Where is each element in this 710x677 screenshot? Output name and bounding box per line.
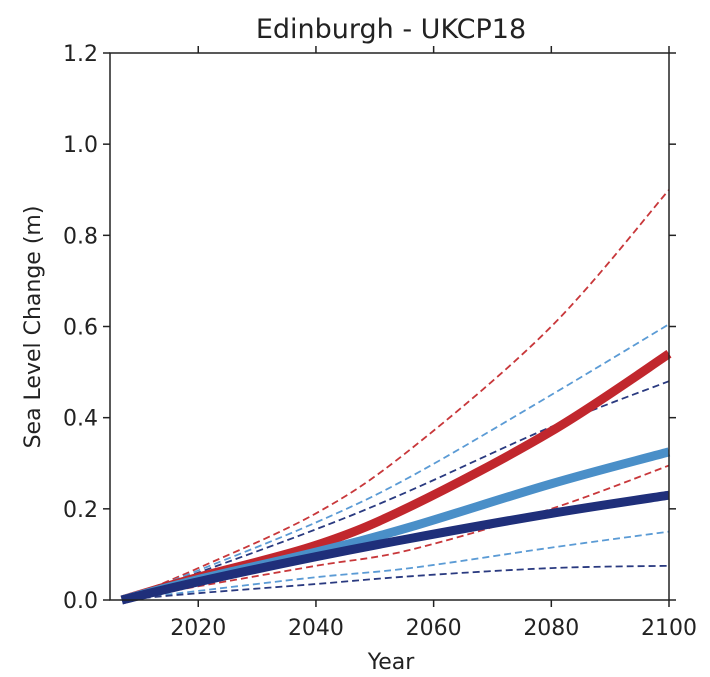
y-tick-label: 0.4 [63,407,98,432]
y-tick-label: 0.6 [63,316,98,341]
y-tick-label: 0.2 [63,498,98,523]
x-tick-label: 2020 [170,616,226,641]
x-tick-label: 2100 [641,616,697,641]
series-line-3 [120,490,670,605]
y-tick-label: 0.8 [63,224,98,249]
x-axis-label: Year [367,650,416,675]
x-tick-label: 2060 [406,616,462,641]
x-tick-label: 2080 [523,616,579,641]
y-tick-label: 0.0 [63,589,98,614]
y-tick-label: 1.0 [63,133,98,158]
x-tick-label: 2040 [288,616,344,641]
y-axis-ticks: 0.0 0.2 0.4 0.6 0.8 1.0 1.2 [63,42,676,614]
y-tick-label: 1.2 [63,42,98,67]
y-axis-label: Sea Level Change (m) [21,206,46,449]
series-line-8 [121,530,670,601]
series-line-4 [121,189,670,601]
series-line-5 [121,323,670,601]
chart-title: Edinburgh - UKCP18 [256,14,526,45]
series-line-9 [121,564,670,601]
x-axis-ticks: 2020 2040 2060 2080 2100 [170,46,697,641]
series-layer [120,189,672,605]
